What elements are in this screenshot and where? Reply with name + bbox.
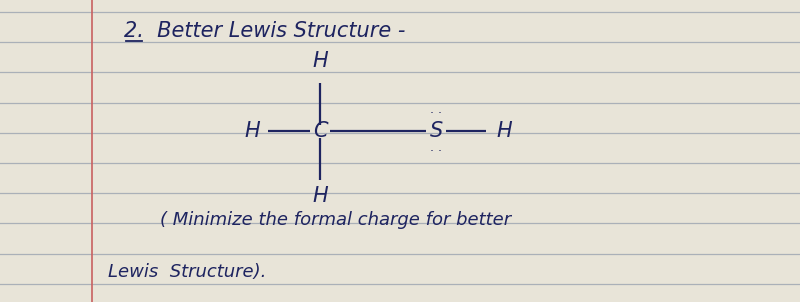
Text: H: H (312, 51, 328, 71)
Text: · ·: · · (430, 144, 442, 158)
Text: S: S (430, 121, 442, 141)
Text: · ·: · · (430, 107, 442, 120)
Text: ( Minimize the formal charge for better: ( Minimize the formal charge for better (160, 211, 511, 230)
Text: H: H (496, 121, 512, 141)
Text: C: C (313, 121, 327, 141)
Text: H: H (312, 186, 328, 206)
Text: H: H (244, 121, 260, 141)
Text: 2.  Better Lewis Structure -: 2. Better Lewis Structure - (124, 21, 406, 41)
Text: Lewis  Structure).: Lewis Structure). (108, 263, 266, 281)
